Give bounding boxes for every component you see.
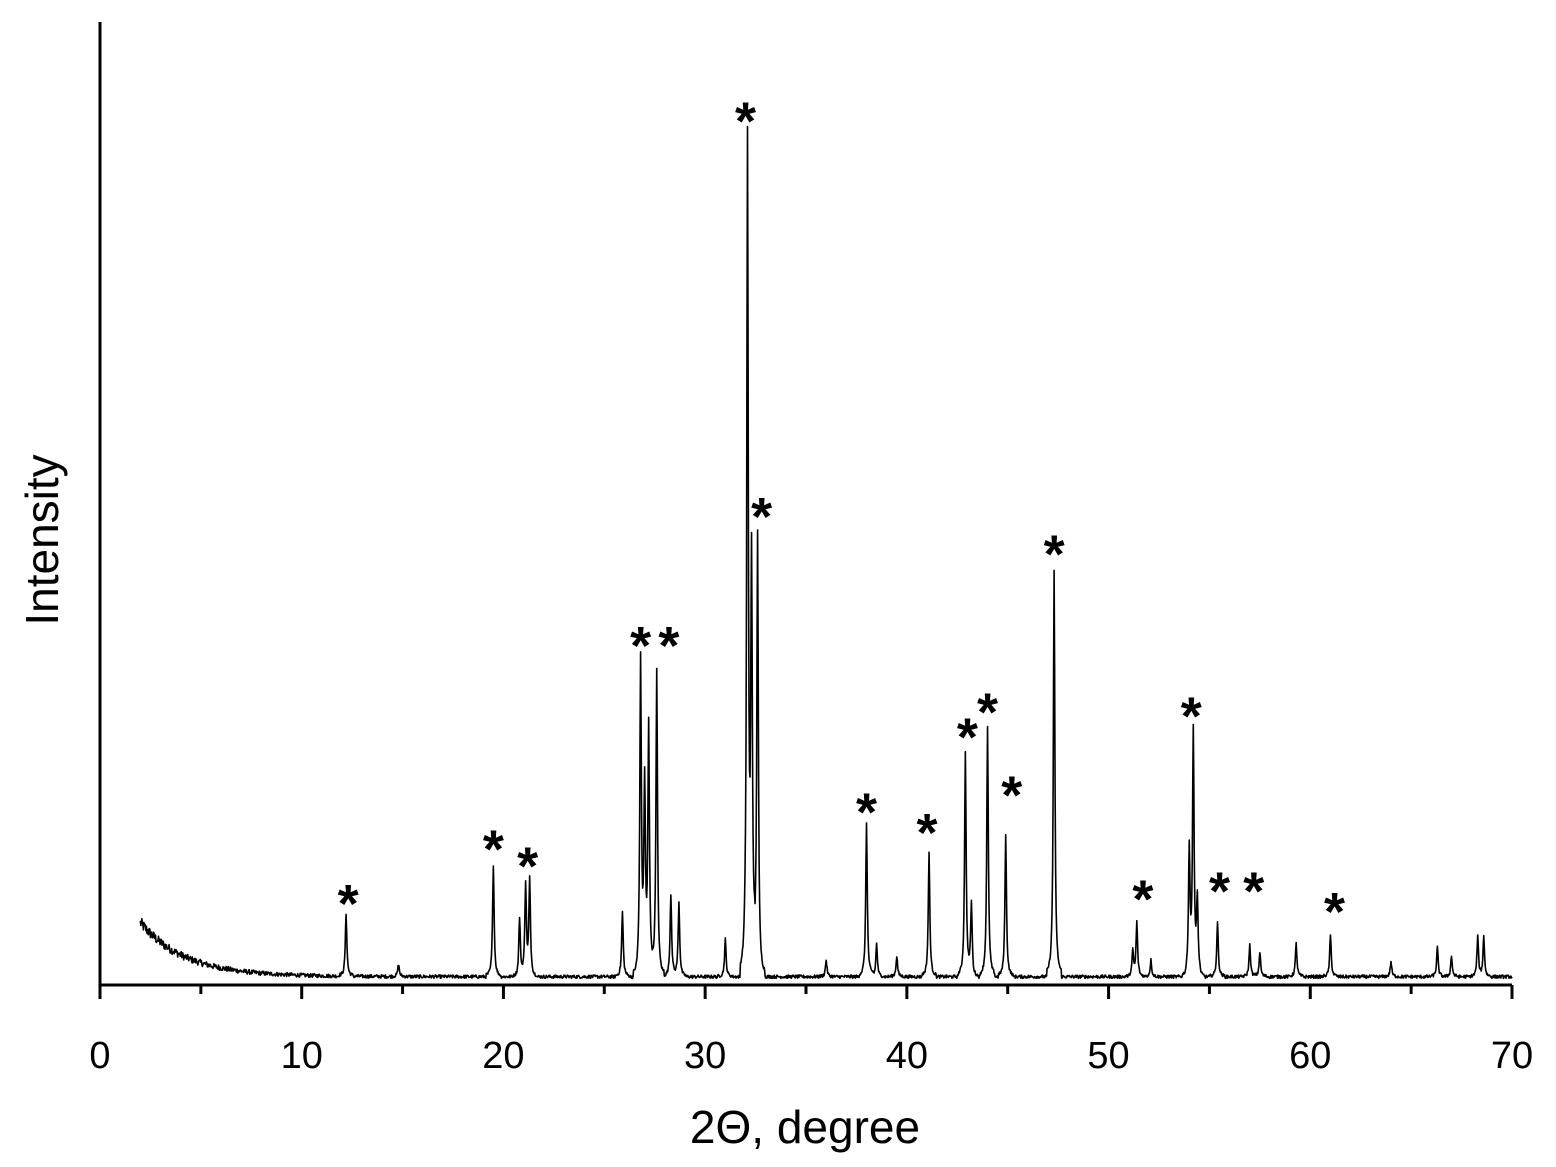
x-tick-label: 10 xyxy=(281,1035,323,1077)
peak-marker: * xyxy=(735,92,756,152)
peak-marker: * xyxy=(977,682,998,742)
peak-marker: * xyxy=(1324,882,1345,942)
x-tick-label: 40 xyxy=(886,1035,928,1077)
peak-marker: * xyxy=(1132,870,1153,930)
diffraction-pattern-line xyxy=(139,125,1513,980)
peak-marker: * xyxy=(1181,687,1202,747)
x-tick-label: 20 xyxy=(482,1035,524,1077)
peak-marker: * xyxy=(658,616,679,676)
peak-marker: * xyxy=(630,616,651,676)
x-tick-label: 0 xyxy=(89,1035,110,1077)
peak-marker: * xyxy=(483,820,504,880)
peak-marker: * xyxy=(917,803,938,863)
peak-marker: * xyxy=(1001,766,1022,826)
x-tick-label: 60 xyxy=(1289,1035,1331,1077)
peak-markers: ** ** **** ** ****** * * xyxy=(338,92,1345,942)
x-tick-label: 50 xyxy=(1087,1035,1129,1077)
x-tick-label: 70 xyxy=(1491,1035,1533,1077)
plot-area xyxy=(139,125,1513,980)
peak-marker: * xyxy=(338,874,359,934)
peak-marker: * xyxy=(517,836,538,896)
x-tick-label: 30 xyxy=(684,1035,726,1077)
axes xyxy=(98,22,1512,987)
peak-marker: * xyxy=(751,487,772,547)
peak-marker: * xyxy=(957,707,978,767)
x-axis-title: 2Θ, degree xyxy=(690,1101,920,1153)
peak-marker: * xyxy=(1243,861,1264,921)
y-axis-title: Intensity xyxy=(16,454,68,625)
peak-marker: * xyxy=(1209,861,1230,921)
peak-marker: * xyxy=(856,782,877,842)
x-axis-ticks: 0 10 20 30 40 50 60 70 xyxy=(89,985,1533,1077)
peak-marker: * xyxy=(1044,524,1065,584)
